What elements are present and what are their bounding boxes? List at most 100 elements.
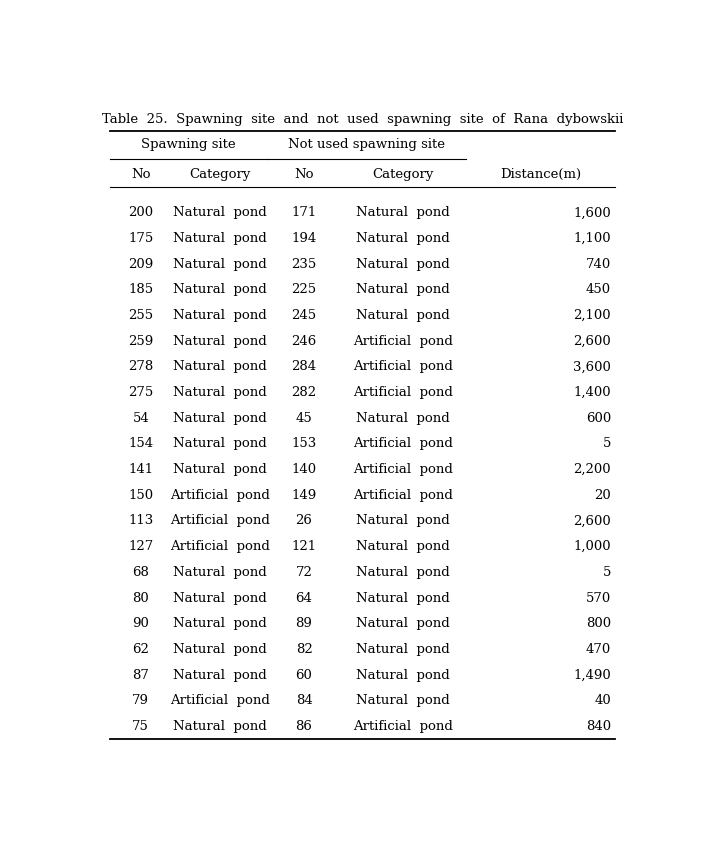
Text: Natural  pond: Natural pond (173, 257, 267, 271)
Text: Natural  pond: Natural pond (357, 284, 450, 296)
Text: Table  25.  Spawning  site  and  not  used  spawning  site  of  Rana  dybowskii: Table 25. Spawning site and not used spa… (102, 113, 623, 126)
Text: 127: 127 (128, 540, 154, 554)
Text: Natural  pond: Natural pond (173, 412, 267, 424)
Text: Not used spawning site: Not used spawning site (288, 138, 445, 151)
Text: 235: 235 (291, 257, 317, 271)
Text: 2,600: 2,600 (574, 514, 611, 527)
Text: Natural  pond: Natural pond (173, 206, 267, 219)
Text: Natural  pond: Natural pond (173, 360, 267, 374)
Text: 89: 89 (296, 617, 312, 630)
Text: Natural  pond: Natural pond (357, 206, 450, 219)
Text: 68: 68 (133, 565, 150, 579)
Text: Natural  pond: Natural pond (173, 437, 267, 451)
Text: 740: 740 (586, 257, 611, 271)
Text: Natural  pond: Natural pond (357, 412, 450, 424)
Text: 3,600: 3,600 (574, 360, 611, 374)
Text: Artificial  pond: Artificial pond (170, 540, 270, 554)
Text: 1,100: 1,100 (574, 232, 611, 245)
Text: 40: 40 (595, 694, 611, 707)
Text: 82: 82 (296, 643, 312, 656)
Text: 259: 259 (128, 335, 154, 348)
Text: 149: 149 (291, 489, 317, 502)
Text: Artificial  pond: Artificial pond (353, 463, 453, 476)
Text: 121: 121 (291, 540, 317, 554)
Text: Natural  pond: Natural pond (357, 617, 450, 630)
Text: 570: 570 (586, 592, 611, 604)
Text: 80: 80 (133, 592, 149, 604)
Text: Artificial  pond: Artificial pond (353, 489, 453, 502)
Text: Artificial  pond: Artificial pond (170, 694, 270, 707)
Text: 284: 284 (291, 360, 317, 374)
Text: 87: 87 (133, 668, 150, 682)
Text: No: No (294, 168, 314, 181)
Text: 194: 194 (291, 232, 317, 245)
Text: Natural  pond: Natural pond (357, 694, 450, 707)
Text: 450: 450 (586, 284, 611, 296)
Text: No: No (131, 168, 150, 181)
Text: 225: 225 (291, 284, 317, 296)
Text: 154: 154 (128, 437, 153, 451)
Text: Natural  pond: Natural pond (173, 565, 267, 579)
Text: 79: 79 (132, 694, 150, 707)
Text: Artificial  pond: Artificial pond (353, 386, 453, 399)
Text: 185: 185 (128, 284, 153, 296)
Text: 90: 90 (133, 617, 150, 630)
Text: Natural  pond: Natural pond (173, 386, 267, 399)
Text: 175: 175 (128, 232, 154, 245)
Text: Natural  pond: Natural pond (173, 720, 267, 733)
Text: 255: 255 (128, 309, 153, 322)
Text: 278: 278 (128, 360, 154, 374)
Text: 141: 141 (128, 463, 153, 476)
Text: Natural  pond: Natural pond (357, 514, 450, 527)
Text: 62: 62 (133, 643, 150, 656)
Text: 275: 275 (128, 386, 154, 399)
Text: 20: 20 (595, 489, 611, 502)
Text: 246: 246 (291, 335, 317, 348)
Text: Category: Category (373, 168, 434, 181)
Text: 60: 60 (296, 668, 312, 682)
Text: 840: 840 (586, 720, 611, 733)
Text: 2,600: 2,600 (574, 335, 611, 348)
Text: Artificial  pond: Artificial pond (353, 437, 453, 451)
Text: 800: 800 (586, 617, 611, 630)
Text: 150: 150 (128, 489, 153, 502)
Text: Artificial  pond: Artificial pond (353, 335, 453, 348)
Text: 2,100: 2,100 (574, 309, 611, 322)
Text: Artificial  pond: Artificial pond (353, 360, 453, 374)
Text: 113: 113 (128, 514, 154, 527)
Text: Natural  pond: Natural pond (357, 592, 450, 604)
Text: Natural  pond: Natural pond (173, 643, 267, 656)
Text: 470: 470 (586, 643, 611, 656)
Text: 282: 282 (291, 386, 317, 399)
Text: 1,490: 1,490 (574, 668, 611, 682)
Text: Natural  pond: Natural pond (357, 257, 450, 271)
Text: Natural  pond: Natural pond (357, 232, 450, 245)
Text: 45: 45 (296, 412, 312, 424)
Text: Natural  pond: Natural pond (357, 668, 450, 682)
Text: Natural  pond: Natural pond (173, 309, 267, 322)
Text: 84: 84 (296, 694, 312, 707)
Text: 209: 209 (128, 257, 154, 271)
Text: Natural  pond: Natural pond (173, 284, 267, 296)
Text: Natural  pond: Natural pond (173, 335, 267, 348)
Text: 72: 72 (296, 565, 312, 579)
Text: 1,000: 1,000 (574, 540, 611, 554)
Text: Spawning site: Spawning site (141, 138, 236, 151)
Text: Natural  pond: Natural pond (173, 463, 267, 476)
Text: Natural  pond: Natural pond (357, 309, 450, 322)
Text: Artificial  pond: Artificial pond (170, 489, 270, 502)
Text: Category: Category (189, 168, 251, 181)
Text: 75: 75 (133, 720, 150, 733)
Text: 54: 54 (133, 412, 149, 424)
Text: Natural  pond: Natural pond (173, 668, 267, 682)
Text: 245: 245 (291, 309, 317, 322)
Text: Artificial  pond: Artificial pond (353, 720, 453, 733)
Text: 26: 26 (296, 514, 312, 527)
Text: Natural  pond: Natural pond (173, 592, 267, 604)
Text: Natural  pond: Natural pond (357, 540, 450, 554)
Text: 5: 5 (603, 437, 611, 451)
Text: 171: 171 (291, 206, 317, 219)
Text: 64: 64 (296, 592, 312, 604)
Text: 5: 5 (603, 565, 611, 579)
Text: Natural  pond: Natural pond (173, 232, 267, 245)
